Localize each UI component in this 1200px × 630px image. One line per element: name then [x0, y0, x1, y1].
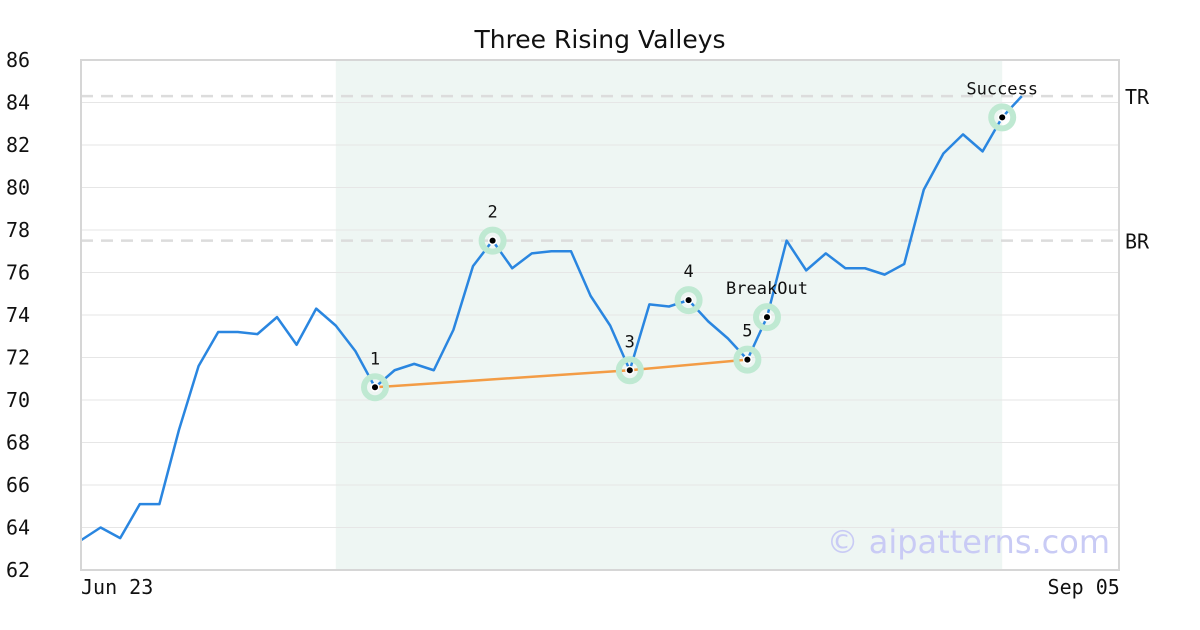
y-tick-label: 70 — [6, 388, 30, 412]
marker-dot — [625, 365, 635, 375]
marker-dot — [997, 112, 1007, 122]
y-tick-label: 62 — [6, 558, 30, 582]
marker-dot — [684, 295, 694, 305]
marker-halo — [674, 286, 703, 315]
chart-title: Three Rising Valleys — [473, 25, 725, 54]
grid-lines — [81, 59, 1119, 571]
y-tick-label: 66 — [6, 473, 30, 497]
marker-label: BreakOut — [726, 279, 808, 299]
x-axis-ticks: Jun 23 Sep 05 — [81, 575, 1120, 599]
marker-label: 4 — [683, 262, 693, 282]
y-tick-label: 86 — [6, 48, 30, 72]
y-tick-label: 78 — [6, 218, 30, 242]
marker-dot — [742, 355, 752, 365]
horizontal-level-label: TR — [1125, 85, 1150, 109]
marker-label: 5 — [742, 322, 752, 342]
y-tick-label: 80 — [6, 176, 30, 200]
y-tick-label: 72 — [6, 346, 30, 370]
marker-halo — [988, 103, 1017, 132]
x-tick-label: Jun 23 — [81, 575, 153, 599]
marker-label: 2 — [487, 203, 497, 223]
marker-dot — [370, 382, 380, 392]
price-line — [80, 95, 1023, 542]
marker-dot — [488, 236, 498, 246]
horizontal-level-label: BR — [1125, 230, 1150, 254]
x-tick-label: Sep 05 — [1048, 575, 1120, 599]
plot-frame — [80, 59, 1120, 571]
marker-halo — [753, 303, 781, 332]
marker-label: 1 — [370, 349, 380, 369]
y-tick-label: 84 — [6, 91, 30, 115]
watermark: © aipatterns.com — [827, 523, 1110, 561]
y-tick-label: 74 — [6, 303, 30, 327]
marker-halo — [361, 373, 389, 402]
y-tick-label: 64 — [6, 516, 30, 540]
y-tick-label: 68 — [6, 431, 30, 455]
marker-dot — [762, 312, 772, 322]
horizontal-levels: TR BR — [81, 85, 1150, 254]
marker-halo — [733, 345, 762, 374]
y-tick-label: 82 — [6, 133, 30, 157]
marker-halo — [478, 226, 507, 255]
marker-label: Success — [966, 79, 1038, 99]
y-axis-ticks: 62 64 66 68 70 72 74 76 78 80 82 84 86 — [6, 48, 30, 582]
marker-label: 3 — [625, 332, 635, 352]
pattern-markers: 1 2 3 4 5 BreakOut Success — [361, 79, 1038, 402]
marker-halo — [615, 356, 644, 385]
y-tick-label: 76 — [6, 261, 30, 285]
price-series — [80, 95, 1023, 542]
